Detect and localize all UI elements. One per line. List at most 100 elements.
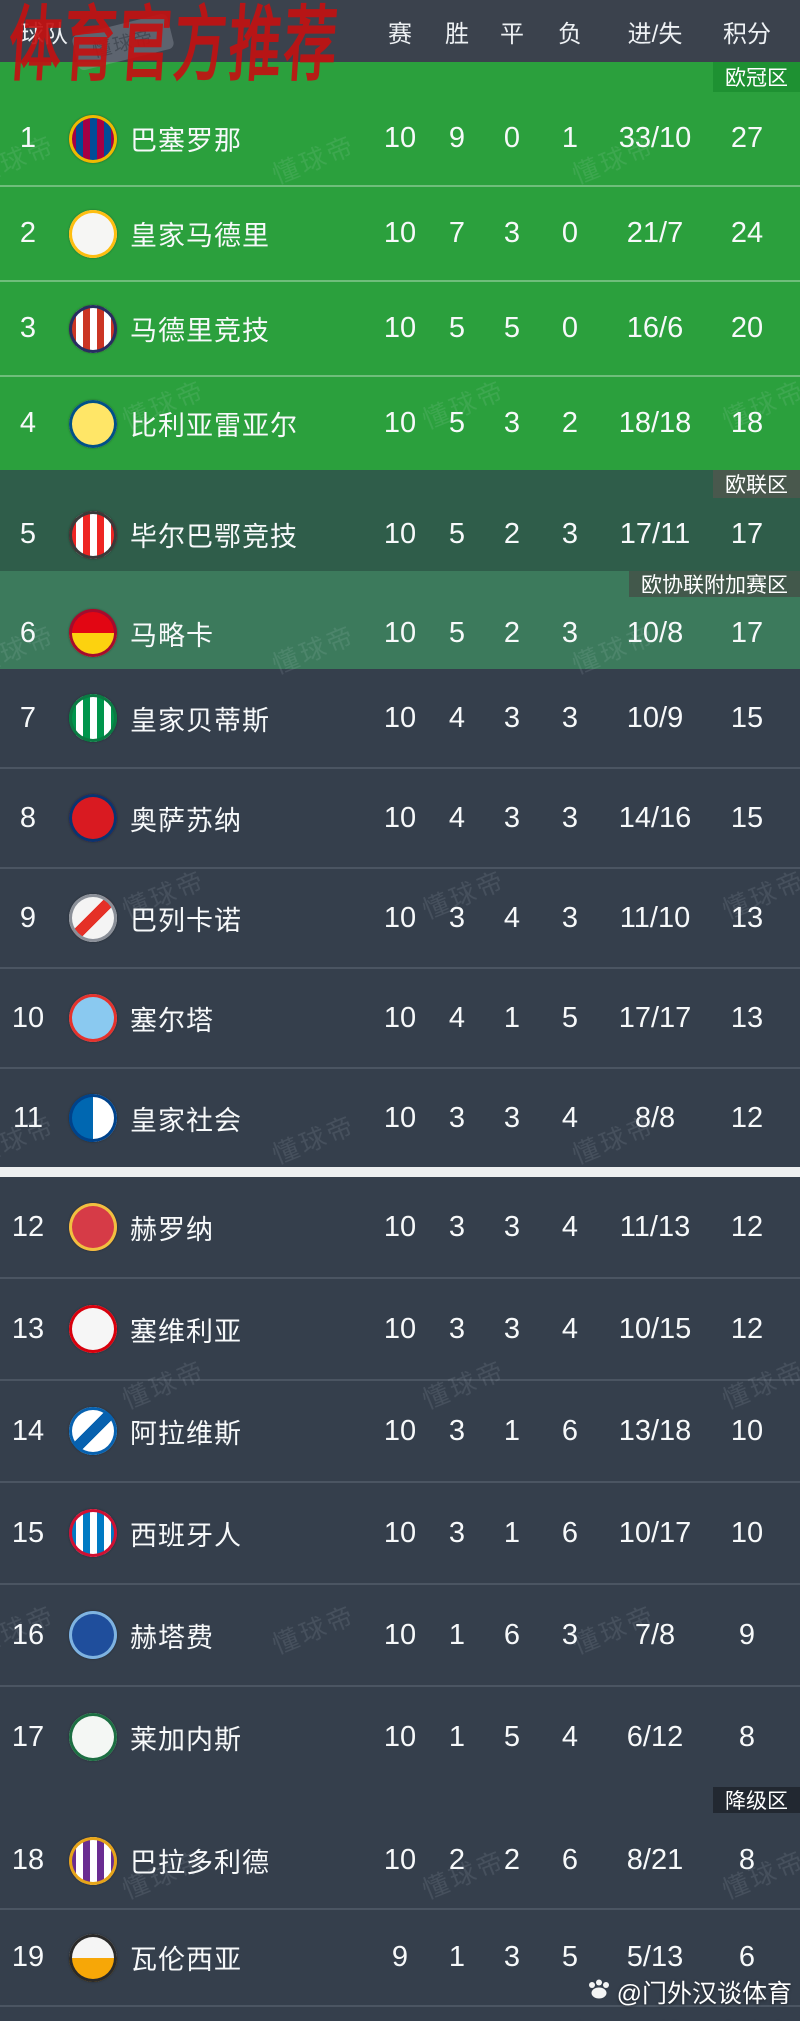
team-logo-cell — [56, 609, 130, 657]
table-row[interactable]: 13 塞维利亚 10 3 3 4 10/15 12 — [0, 1277, 800, 1379]
table-row[interactable]: 4 比利亚雷亚尔 10 5 3 2 18/18 18 — [0, 375, 800, 470]
cell-points: 9 — [738, 1618, 756, 1651]
cell-draw: 0 — [503, 122, 521, 154]
cell-loss: 3 — [561, 901, 579, 934]
team-logo-cell — [56, 894, 130, 942]
cell-rank: 8 — [19, 801, 37, 834]
team-logo-cell — [56, 209, 130, 258]
cell-played: 10 — [383, 1001, 417, 1034]
zone-label-conf: 欧协联附加赛区 — [629, 571, 800, 597]
cell-rank: 13 — [11, 1312, 45, 1345]
col-header-draws: 平 — [500, 20, 524, 48]
cell-played: 10 — [383, 1210, 417, 1243]
cell-played: 10 — [383, 901, 417, 934]
cell-name: 毕尔巴鄂竞技 — [130, 522, 298, 552]
team-logo — [69, 894, 117, 942]
cell-name: 奥萨苏纳 — [130, 805, 242, 836]
team-logo — [69, 1305, 117, 1353]
cell-name: 皇家马德里 — [130, 221, 270, 251]
cell-goals: 13/18 — [618, 1414, 692, 1447]
cell-draw: 3 — [503, 407, 521, 439]
team-logo — [69, 1509, 117, 1557]
table-row[interactable]: 20拉斯帕尔马斯90369/173 — [0, 2005, 800, 2021]
cell-draw: 3 — [503, 217, 521, 249]
cell-draw: 1 — [503, 1001, 521, 1034]
cell-played: 10 — [383, 407, 417, 439]
cell-win: 3 — [448, 1414, 466, 1447]
cell-played: 10 — [383, 1618, 417, 1651]
team-logo-cell — [56, 694, 130, 742]
cell-loss: 2 — [561, 407, 579, 439]
table-row[interactable]: 9 巴列卡诺 10 3 4 3 11/10 13 — [0, 867, 800, 967]
cell-rank: 3 — [19, 312, 37, 344]
cell-loss: 3 — [561, 801, 579, 834]
team-logo-cell — [56, 994, 130, 1042]
table-row[interactable]: 6 马略卡 10 5 2 3 10/8 17 — [0, 597, 800, 669]
team-logo-cell — [56, 510, 130, 559]
cell-loss: 0 — [561, 217, 579, 249]
table-row[interactable]: 16 赫塔费 10 1 6 3 7/8 9 — [0, 1583, 800, 1685]
cell-draw: 4 — [503, 901, 521, 934]
cell-draw: 6 — [503, 1618, 521, 1651]
cell-points: 13 — [730, 1001, 764, 1034]
clipped-bottom-watermark: 头条 @门外汉谈体育 — [542, 2016, 792, 2021]
table-row[interactable]: 7 皇家贝蒂斯 10 4 3 3 10/9 15 — [0, 669, 800, 767]
table-row[interactable]: 19 瓦伦西亚 9 1 3 5 5/13 6 — [0, 1908, 800, 2005]
cell-rank: 14 — [11, 1414, 45, 1447]
team-logo — [69, 1611, 117, 1659]
table-row[interactable]: 5 毕尔巴鄂竞技 10 5 2 3 17/11 17 — [0, 498, 800, 571]
team-logo — [69, 304, 117, 353]
cell-win: 3 — [448, 901, 466, 934]
cell-loss: 4 — [561, 1720, 579, 1753]
cell-points: 24 — [730, 217, 764, 249]
cell-played: 10 — [383, 701, 417, 734]
cell-loss: 1 — [561, 122, 579, 154]
cell-loss: 3 — [561, 701, 579, 734]
table-row[interactable]: 2 皇家马德里 10 7 3 0 21/7 24 — [0, 185, 800, 280]
table-row[interactable]: 12 赫罗纳 10 3 3 4 11/13 12 — [0, 1177, 800, 1277]
table-row[interactable]: 18 巴拉多利德 10 2 2 6 8/21 8 — [0, 1813, 800, 1908]
col-header-goals: 进/失 — [627, 20, 683, 48]
team-logo — [69, 1836, 117, 1885]
cell-win: 3 — [448, 1101, 466, 1134]
cell-goals: 16/6 — [626, 312, 684, 344]
cell-draw: 5 — [503, 1720, 521, 1753]
cell-name: 皇家贝蒂斯 — [130, 705, 270, 736]
cell-name: 西班牙人 — [130, 1520, 242, 1551]
cell-rank: 11 — [12, 1101, 44, 1134]
cell-goals: 17/17 — [618, 1001, 692, 1034]
zone-label-rel: 降级区 — [713, 1787, 800, 1813]
cell-draw: 2 — [503, 518, 521, 550]
cell-points: 17 — [730, 616, 764, 649]
red-promo-watermark: 体育官方推荐 — [5, 0, 343, 93]
cell-goals: 5/13 — [626, 1941, 684, 1973]
table-row[interactable]: 1 巴塞罗那 10 9 0 1 33/10 27 — [0, 92, 800, 185]
table-row[interactable]: 17 莱加内斯 10 1 5 4 6/12 8 — [0, 1685, 800, 1787]
col-header-losses: 负 — [558, 20, 582, 48]
table-row[interactable]: 10 塞尔塔 10 4 1 5 17/17 13 — [0, 967, 800, 1067]
cell-win: 1 — [448, 1618, 466, 1651]
cell-win: 4 — [448, 801, 466, 834]
table-row[interactable]: 15 西班牙人 10 3 1 6 10/17 10 — [0, 1481, 800, 1583]
cell-points: 10 — [730, 1414, 764, 1447]
cell-win: 9 — [448, 122, 466, 154]
table-row[interactable]: 3 马德里竞技 10 5 5 0 16/6 20 — [0, 280, 800, 375]
cell-name: 瓦伦西亚 — [130, 1945, 242, 1975]
author-watermark: @门外汉谈体育 头条 @门外汉谈体育 — [542, 1974, 792, 2021]
zone-label-cl: 欧冠区 — [713, 62, 800, 92]
cell-goals: 17/11 — [619, 518, 691, 550]
col-header-team: 球队 — [20, 20, 68, 48]
standings-table: 欧冠区 1 巴塞罗那 10 9 0 1 33/10 27 2 皇家马德里 10 7 3 0 21/7 24 3 马德… — [0, 62, 800, 2021]
cell-goals: 11/10 — [619, 901, 691, 934]
cell-goals: 18/18 — [618, 407, 692, 439]
table-row[interactable]: 8 奥萨苏纳 10 4 3 3 14/16 15 — [0, 767, 800, 867]
table-row[interactable]: 14 阿拉维斯 10 3 1 6 13/18 10 — [0, 1379, 800, 1481]
cell-rank: 15 — [11, 1516, 45, 1549]
team-logo — [69, 1094, 117, 1142]
cell-win: 5 — [448, 518, 466, 550]
cell-loss: 4 — [561, 1312, 579, 1345]
table-row[interactable]: 11 皇家社会 10 3 3 4 8/8 12 — [0, 1067, 800, 1167]
team-logo-cell — [56, 1933, 130, 1982]
cell-rank: 6 — [19, 616, 37, 649]
